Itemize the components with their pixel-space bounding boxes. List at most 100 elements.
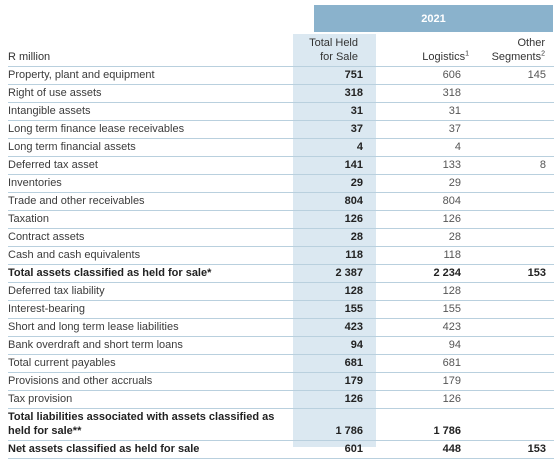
- table-row: Intangible assets 31 31: [8, 102, 554, 121]
- total-held-value: 126: [293, 390, 378, 409]
- row-label: Taxation: [8, 210, 293, 229]
- table-row: Interest-bearing 155 155: [8, 300, 554, 319]
- column-header-other-line2: Segments: [491, 51, 542, 63]
- row-label: Right of use assets: [8, 84, 293, 103]
- row-label: Provisions and other accruals: [8, 372, 293, 391]
- total-held-value: 37: [293, 120, 378, 139]
- other-segments-value: [471, 282, 554, 301]
- table-row: Total liabilities associated with assets…: [8, 408, 554, 441]
- logistics-value: 31: [378, 102, 471, 121]
- logistics-value: 128: [378, 282, 471, 301]
- total-held-value: 601: [293, 440, 378, 459]
- column-header-logistics: Logistics1: [380, 50, 469, 64]
- other-segments-value: [471, 336, 554, 355]
- table-row: Contract assets 28 28: [8, 228, 554, 247]
- total-held-value: 179: [293, 372, 378, 391]
- table-row: Provisions and other accruals 179 179: [8, 372, 554, 391]
- other-segments-value: [471, 192, 554, 211]
- total-held-value: 126: [293, 210, 378, 229]
- other-segments-value: [471, 354, 554, 373]
- logistics-value: 1 786: [378, 408, 471, 441]
- other-segments-value: [471, 228, 554, 247]
- table-row: Deferred tax liability 128 128: [8, 282, 554, 301]
- logistics-value: 155: [378, 300, 471, 319]
- column-header-total-held: Total Held for Sale: [296, 36, 358, 64]
- table-row: Right of use assets 318 318: [8, 84, 554, 103]
- total-held-value: 423: [293, 318, 378, 337]
- logistics-value: 606: [378, 66, 471, 85]
- other-segments-value: [471, 120, 554, 139]
- row-label: Deferred tax asset: [8, 156, 293, 175]
- table-row: Long term financial assets 4 4: [8, 138, 554, 157]
- logistics-value: 179: [378, 372, 471, 391]
- other-segments-value: [471, 174, 554, 193]
- logistics-value: 126: [378, 210, 471, 229]
- financial-table: Property, plant and equipment 751 606 145 Ri…: [8, 66, 554, 459]
- logistics-value: 318: [378, 84, 471, 103]
- total-held-value: 128: [293, 282, 378, 301]
- table-row: Total current payables 681 681: [8, 354, 554, 373]
- other-segments-value: 153: [471, 264, 554, 283]
- logistics-value: 804: [378, 192, 471, 211]
- logistics-value: 126: [378, 390, 471, 409]
- row-label: Intangible assets: [8, 102, 293, 121]
- table-row: Short and long term lease liabilities 423…: [8, 318, 554, 337]
- total-held-value: 28: [293, 228, 378, 247]
- other-segments-value: [471, 210, 554, 229]
- other-segments-value: [471, 102, 554, 121]
- other-segments-value: [471, 300, 554, 319]
- row-label: Property, plant and equipment: [8, 66, 293, 85]
- table-row: Tax provision 126 126: [8, 390, 554, 409]
- other-segments-value: [471, 84, 554, 103]
- other-segments-value: [471, 372, 554, 391]
- row-label: Tax provision: [8, 390, 293, 409]
- logistics-value: 423: [378, 318, 471, 337]
- total-held-value: 751: [293, 66, 378, 85]
- total-held-value: 681: [293, 354, 378, 373]
- other-segments-value: [471, 318, 554, 337]
- logistics-value: 681: [378, 354, 471, 373]
- table-row: Trade and other receivables 804 804: [8, 192, 554, 211]
- table-row: Total assets classified as held for sale…: [8, 264, 554, 283]
- table-row: Taxation 126 126: [8, 210, 554, 229]
- row-label: Deferred tax liability: [8, 282, 293, 301]
- logistics-value: 29: [378, 174, 471, 193]
- logistics-value: 37: [378, 120, 471, 139]
- row-label: Cash and cash equivalents: [8, 246, 293, 265]
- table-row: Long term finance lease receivables 37 37: [8, 120, 554, 139]
- other-segments-value: [471, 408, 554, 441]
- table-row: Inventories 29 29: [8, 174, 554, 193]
- total-held-value: 31: [293, 102, 378, 121]
- row-label: Long term finance lease receivables: [8, 120, 293, 139]
- table-row: Net assets classified as held for sale 60…: [8, 440, 554, 459]
- total-held-value: 804: [293, 192, 378, 211]
- table-row: Bank overdraft and short term loans 94 94: [8, 336, 554, 355]
- logistics-value: 133: [378, 156, 471, 175]
- row-label: Short and long term lease liabilities: [8, 318, 293, 337]
- logistics-value: 28: [378, 228, 471, 247]
- other-segments-value: 145: [471, 66, 554, 85]
- unit-label: R million: [8, 51, 51, 63]
- column-header-total-held-line2: for Sale: [320, 51, 358, 63]
- other-segments-value: 153: [471, 440, 554, 459]
- row-label: Inventories: [8, 174, 293, 193]
- column-header-total-held-line1: Total Held: [309, 37, 358, 49]
- row-label: Total liabilities associated with assets…: [8, 408, 293, 441]
- row-label: Total assets classified as held for sale…: [8, 264, 293, 283]
- logistics-value: 94: [378, 336, 471, 355]
- row-label: Bank overdraft and short term loans: [8, 336, 293, 355]
- logistics-value: 118: [378, 246, 471, 265]
- row-label: Long term financial assets: [8, 138, 293, 157]
- footnote-marker-1: 1: [465, 50, 469, 58]
- year-header: 2021: [314, 5, 553, 32]
- row-label: Net assets classified as held for sale: [8, 440, 293, 459]
- total-held-value: 29: [293, 174, 378, 193]
- row-label: Total current payables: [8, 354, 293, 373]
- table-row: Property, plant and equipment 751 606 145: [8, 66, 554, 85]
- logistics-value: 448: [378, 440, 471, 459]
- row-label: Contract assets: [8, 228, 293, 247]
- total-held-value: 1 786: [293, 408, 378, 441]
- logistics-value: 2 234: [378, 264, 471, 283]
- column-header-other-line1: Other: [517, 37, 545, 49]
